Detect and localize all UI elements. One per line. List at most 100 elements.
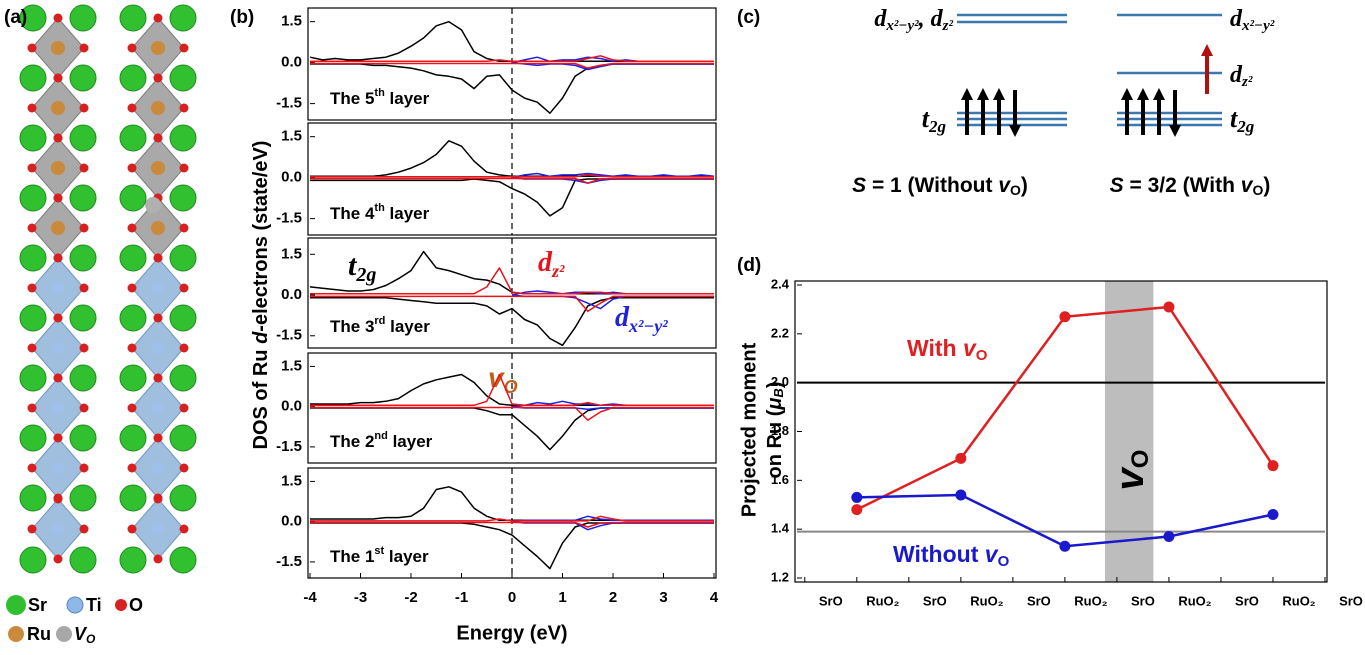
y-tick-label: 1.5 bbox=[281, 13, 302, 30]
atom bbox=[27, 463, 37, 473]
y-tick-label: 0.0 bbox=[281, 286, 302, 303]
symbol: v bbox=[488, 362, 505, 393]
label-part: The 3 bbox=[330, 317, 374, 336]
atom bbox=[52, 402, 64, 414]
atom bbox=[27, 43, 37, 53]
atom bbox=[152, 462, 164, 474]
y-tick-label: 1.5 bbox=[281, 245, 302, 262]
atom bbox=[153, 13, 163, 23]
legend-swatch bbox=[66, 596, 84, 614]
x-tick-label: SrO bbox=[1131, 593, 1155, 608]
series-line bbox=[310, 174, 714, 178]
point bbox=[851, 491, 863, 503]
symbol: v bbox=[998, 174, 1011, 197]
plot-frame bbox=[307, 352, 717, 464]
layer-label: The 2nd layer bbox=[330, 430, 433, 452]
atom bbox=[19, 124, 47, 152]
panel-label: (d) bbox=[737, 255, 761, 276]
atom bbox=[52, 523, 64, 535]
subscript: O bbox=[1127, 450, 1154, 469]
atom bbox=[52, 462, 64, 474]
atom bbox=[79, 163, 89, 173]
atom bbox=[51, 41, 65, 55]
atom bbox=[27, 343, 37, 353]
series-line bbox=[310, 295, 714, 313]
symbol: v bbox=[1241, 174, 1254, 197]
atom bbox=[53, 494, 63, 504]
atom bbox=[153, 73, 163, 83]
y-tick-label: 0.0 bbox=[281, 398, 302, 415]
atom bbox=[119, 124, 147, 152]
symbol: S bbox=[852, 174, 866, 197]
superscript: th bbox=[374, 202, 385, 214]
y-tick-label: -1.5 bbox=[276, 327, 302, 344]
point bbox=[1267, 460, 1279, 472]
layer-label: The 4th layer bbox=[330, 202, 430, 224]
atom bbox=[153, 494, 163, 504]
atom bbox=[127, 283, 137, 293]
series-line bbox=[310, 515, 714, 522]
subscript: z² bbox=[1241, 74, 1253, 90]
atom bbox=[151, 41, 165, 55]
atom bbox=[27, 223, 37, 233]
atom bbox=[169, 4, 197, 32]
symbol: S bbox=[1110, 174, 1124, 197]
legend-swatch bbox=[56, 626, 72, 642]
atom bbox=[119, 4, 147, 32]
atom bbox=[169, 64, 197, 92]
atom bbox=[69, 184, 97, 212]
legend: Sr Ti O Ru VO bbox=[6, 595, 143, 646]
atom bbox=[79, 524, 89, 534]
atom bbox=[152, 282, 164, 294]
atom bbox=[19, 244, 47, 272]
atom bbox=[51, 221, 65, 235]
legend-swatch bbox=[8, 626, 24, 642]
atom bbox=[153, 313, 163, 323]
label-part: DOS of Ru bbox=[250, 344, 272, 450]
annotation: vO bbox=[488, 362, 518, 396]
x-tick-label: -1 bbox=[455, 589, 468, 606]
atom bbox=[119, 64, 147, 92]
x-tick-label: 1 bbox=[558, 589, 566, 606]
atom bbox=[27, 524, 37, 534]
symbol: d bbox=[538, 247, 553, 278]
atom bbox=[19, 304, 47, 332]
symbol: t bbox=[348, 249, 358, 282]
x-tick-label: RuO₂ bbox=[1074, 593, 1107, 608]
atom bbox=[69, 244, 97, 272]
atom bbox=[169, 184, 197, 212]
layer-label: The 3rd layer bbox=[330, 315, 430, 337]
plot-frame bbox=[307, 122, 717, 236]
atom bbox=[169, 244, 197, 272]
atom bbox=[152, 342, 164, 354]
label-part: d bbox=[250, 331, 272, 344]
atom bbox=[151, 221, 165, 235]
x-tick-label: SrO bbox=[1339, 593, 1363, 608]
atom bbox=[153, 253, 163, 263]
atom bbox=[179, 163, 189, 173]
atom bbox=[179, 524, 189, 534]
label-part: layer bbox=[385, 89, 430, 108]
legend-swatch bbox=[115, 599, 127, 611]
atom bbox=[127, 43, 137, 53]
plot-frame bbox=[307, 467, 717, 579]
atom bbox=[27, 103, 37, 113]
atom bbox=[53, 554, 63, 564]
label-part: ) bbox=[764, 382, 786, 389]
symbol: d bbox=[615, 302, 630, 333]
x-tick-label: -4 bbox=[303, 589, 317, 606]
atom bbox=[169, 124, 197, 152]
point bbox=[955, 489, 967, 501]
caption-part: ) bbox=[1021, 174, 1028, 197]
symbol: V bbox=[74, 624, 88, 644]
label-part: The 4 bbox=[330, 204, 375, 223]
atom bbox=[79, 223, 89, 233]
x-tick-label: RuO₂ bbox=[1178, 593, 1211, 608]
atom bbox=[79, 283, 89, 293]
x-axis-label: Energy (eV) bbox=[456, 622, 567, 644]
atom bbox=[27, 163, 37, 173]
atom bbox=[145, 197, 161, 213]
legend-label: Ti bbox=[86, 595, 102, 615]
symbol: μ bbox=[764, 398, 786, 411]
